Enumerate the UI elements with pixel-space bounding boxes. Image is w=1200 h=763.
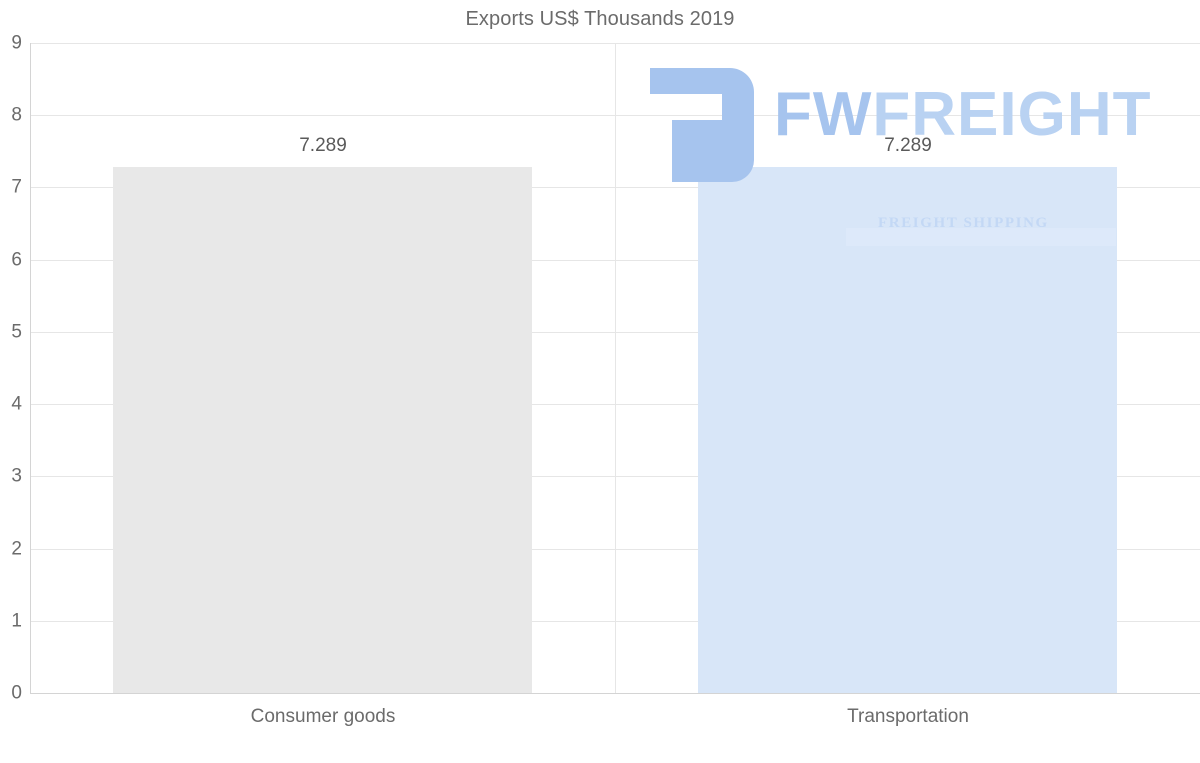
y-axis-tick-labels: 0 1 2 3 4 5 6 7 8 9: [0, 0, 22, 763]
chart-title: Exports US$ Thousands 2019: [465, 8, 735, 30]
y-tick-label: 5: [11, 321, 22, 343]
bar-value-label: 7.289: [884, 135, 932, 156]
y-tick-label: 7: [11, 176, 22, 198]
bar[interactable]: [698, 167, 1117, 693]
x-axis-line: [30, 693, 1200, 694]
bar-value-label: 7.289: [299, 135, 347, 156]
y-tick-label: 3: [11, 465, 22, 487]
y-tick-label: 2: [11, 538, 22, 560]
plot-area: [30, 43, 1200, 694]
y-tick-label: 0: [11, 682, 22, 704]
bar[interactable]: [113, 167, 532, 693]
x-tick-label: Consumer goods: [250, 706, 396, 727]
y-tick-label: 1: [11, 610, 22, 632]
y-axis-line: [30, 43, 31, 694]
gridline-x: [615, 43, 616, 693]
x-tick-label: Transportation: [847, 706, 969, 727]
y-tick-label: 8: [11, 104, 22, 126]
y-tick-label: 9: [11, 32, 22, 54]
y-tick-label: 6: [11, 249, 22, 271]
y-tick-label: 4: [11, 393, 22, 415]
